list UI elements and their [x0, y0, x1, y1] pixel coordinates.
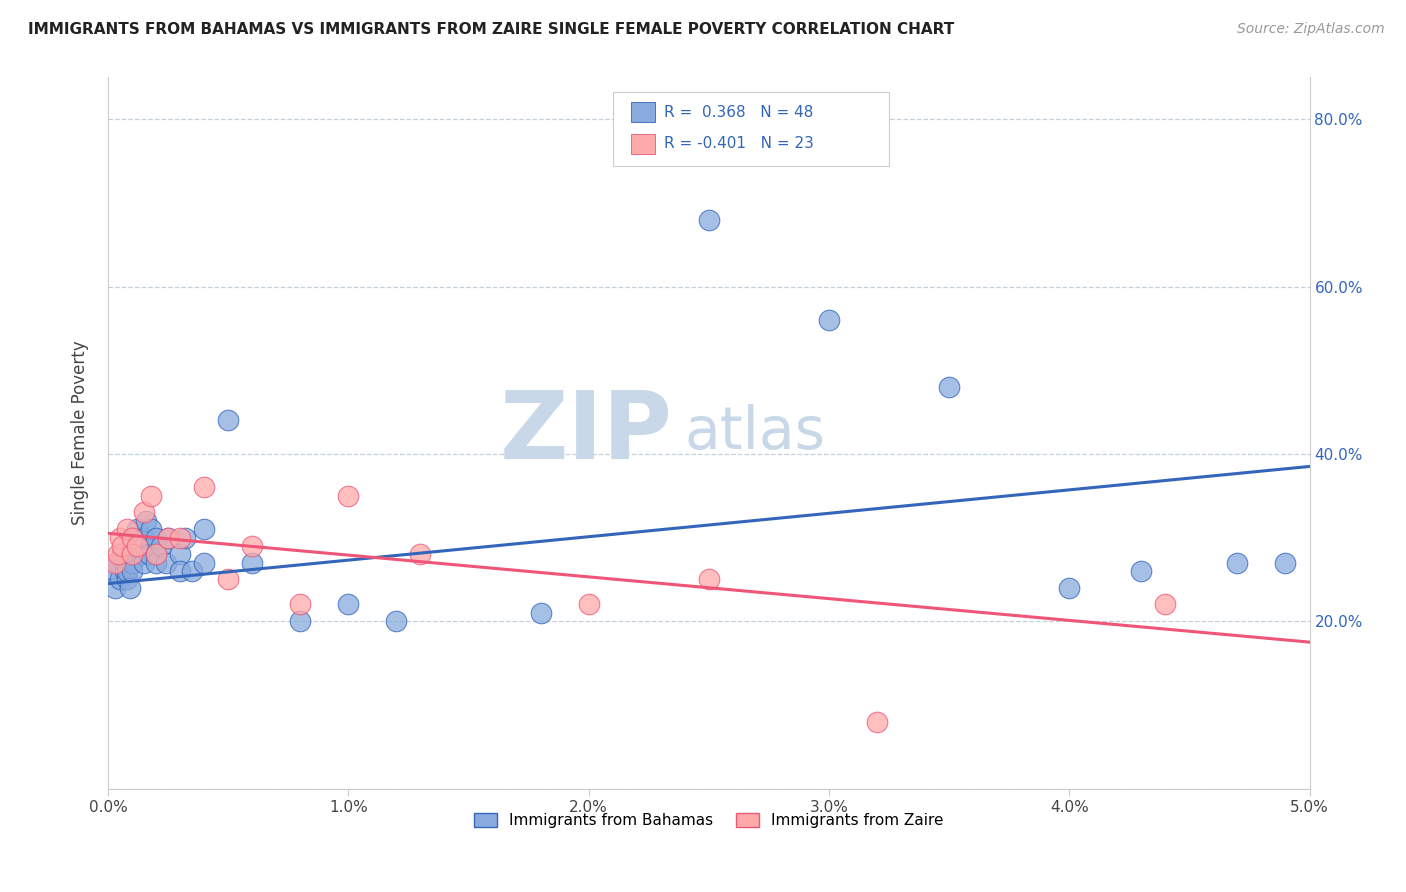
Point — [115, 522, 138, 536]
Point — [104, 564, 127, 578]
Point — [135, 514, 157, 528]
Point — [111, 539, 134, 553]
Point — [115, 573, 138, 587]
Y-axis label: Single Female Poverty: Single Female Poverty — [72, 341, 89, 525]
Point — [145, 556, 167, 570]
Point — [145, 547, 167, 561]
Point — [125, 522, 148, 536]
Point — [1154, 598, 1177, 612]
Text: R = -0.401   N = 23: R = -0.401 N = 23 — [664, 136, 814, 151]
Point — [114, 564, 136, 578]
Point — [169, 547, 191, 561]
Point — [108, 573, 131, 587]
Point — [697, 212, 720, 227]
Text: R =  0.368   N = 48: R = 0.368 N = 48 — [664, 104, 814, 120]
Point — [193, 480, 215, 494]
Text: IMMIGRANTS FROM BAHAMAS VS IMMIGRANTS FROM ZAIRE SINGLE FEMALE POVERTY CORRELATI: IMMIGRANTS FROM BAHAMAS VS IMMIGRANTS FR… — [28, 22, 955, 37]
Point — [108, 531, 131, 545]
Point — [125, 539, 148, 553]
Point — [138, 547, 160, 561]
Point — [115, 564, 138, 578]
Point — [1226, 556, 1249, 570]
Point — [107, 547, 129, 561]
Point — [121, 547, 143, 561]
Bar — [631, 103, 655, 122]
Point — [104, 581, 127, 595]
Point — [118, 581, 141, 595]
Point — [169, 531, 191, 545]
FancyBboxPatch shape — [613, 92, 889, 166]
Point — [121, 531, 143, 545]
Point — [290, 598, 312, 612]
Point — [131, 547, 153, 561]
Point — [240, 556, 263, 570]
Point — [697, 573, 720, 587]
Point — [121, 539, 143, 553]
Point — [529, 606, 551, 620]
Point — [121, 531, 143, 545]
Point — [290, 614, 312, 628]
Point — [385, 614, 408, 628]
Point — [818, 313, 841, 327]
Point — [121, 556, 143, 570]
Point — [155, 556, 177, 570]
Point — [132, 506, 155, 520]
Point — [128, 539, 150, 553]
Point — [104, 556, 127, 570]
Point — [938, 380, 960, 394]
Point — [866, 714, 889, 729]
Point — [1057, 581, 1080, 595]
Legend: Immigrants from Bahamas, Immigrants from Zaire: Immigrants from Bahamas, Immigrants from… — [468, 807, 950, 834]
Point — [217, 573, 239, 587]
Point — [337, 598, 360, 612]
Point — [107, 556, 129, 570]
Point — [1274, 556, 1296, 570]
Point — [578, 598, 600, 612]
Text: ZIP: ZIP — [501, 387, 672, 479]
Point — [173, 531, 195, 545]
Point — [217, 413, 239, 427]
Point — [157, 531, 180, 545]
Point — [141, 489, 163, 503]
Point — [181, 564, 204, 578]
Point — [145, 547, 167, 561]
Bar — [631, 134, 655, 153]
Point — [409, 547, 432, 561]
Point — [132, 556, 155, 570]
Point — [121, 547, 143, 561]
Point — [111, 547, 134, 561]
Point — [114, 556, 136, 570]
Point — [149, 539, 172, 553]
Point — [169, 564, 191, 578]
Point — [141, 522, 163, 536]
Point — [121, 564, 143, 578]
Text: Source: ZipAtlas.com: Source: ZipAtlas.com — [1237, 22, 1385, 37]
Point — [240, 539, 263, 553]
Point — [193, 522, 215, 536]
Point — [157, 531, 180, 545]
Point — [145, 531, 167, 545]
Point — [337, 489, 360, 503]
Point — [132, 531, 155, 545]
Point — [193, 556, 215, 570]
Point — [1130, 564, 1153, 578]
Text: atlas: atlas — [685, 404, 825, 461]
